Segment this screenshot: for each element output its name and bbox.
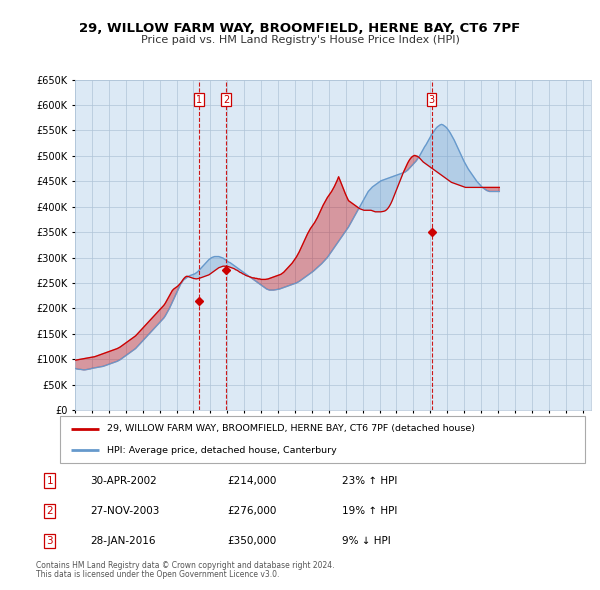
Text: £276,000: £276,000 bbox=[227, 506, 277, 516]
Text: 19% ↑ HPI: 19% ↑ HPI bbox=[342, 506, 397, 516]
Text: 1: 1 bbox=[196, 94, 202, 104]
Text: Contains HM Land Registry data © Crown copyright and database right 2024.: Contains HM Land Registry data © Crown c… bbox=[36, 560, 335, 569]
Text: 28-JAN-2016: 28-JAN-2016 bbox=[91, 536, 156, 546]
Text: HPI: Average price, detached house, Canterbury: HPI: Average price, detached house, Cant… bbox=[107, 446, 337, 455]
Text: 29, WILLOW FARM WAY, BROOMFIELD, HERNE BAY, CT6 7PF: 29, WILLOW FARM WAY, BROOMFIELD, HERNE B… bbox=[79, 22, 521, 35]
Text: Price paid vs. HM Land Registry's House Price Index (HPI): Price paid vs. HM Land Registry's House … bbox=[140, 35, 460, 45]
Text: 1: 1 bbox=[46, 476, 53, 486]
Text: 27-NOV-2003: 27-NOV-2003 bbox=[91, 506, 160, 516]
Text: 30-APR-2002: 30-APR-2002 bbox=[91, 476, 157, 486]
Text: 3: 3 bbox=[428, 94, 434, 104]
Text: 2: 2 bbox=[46, 506, 53, 516]
Text: £214,000: £214,000 bbox=[227, 476, 277, 486]
Text: 3: 3 bbox=[46, 536, 53, 546]
Text: 29, WILLOW FARM WAY, BROOMFIELD, HERNE BAY, CT6 7PF (detached house): 29, WILLOW FARM WAY, BROOMFIELD, HERNE B… bbox=[107, 424, 475, 433]
Text: £350,000: £350,000 bbox=[227, 536, 277, 546]
Text: 23% ↑ HPI: 23% ↑ HPI bbox=[342, 476, 397, 486]
FancyBboxPatch shape bbox=[60, 416, 585, 463]
Text: 2: 2 bbox=[223, 94, 229, 104]
Text: This data is licensed under the Open Government Licence v3.0.: This data is licensed under the Open Gov… bbox=[36, 570, 280, 579]
Text: 9% ↓ HPI: 9% ↓ HPI bbox=[342, 536, 391, 546]
